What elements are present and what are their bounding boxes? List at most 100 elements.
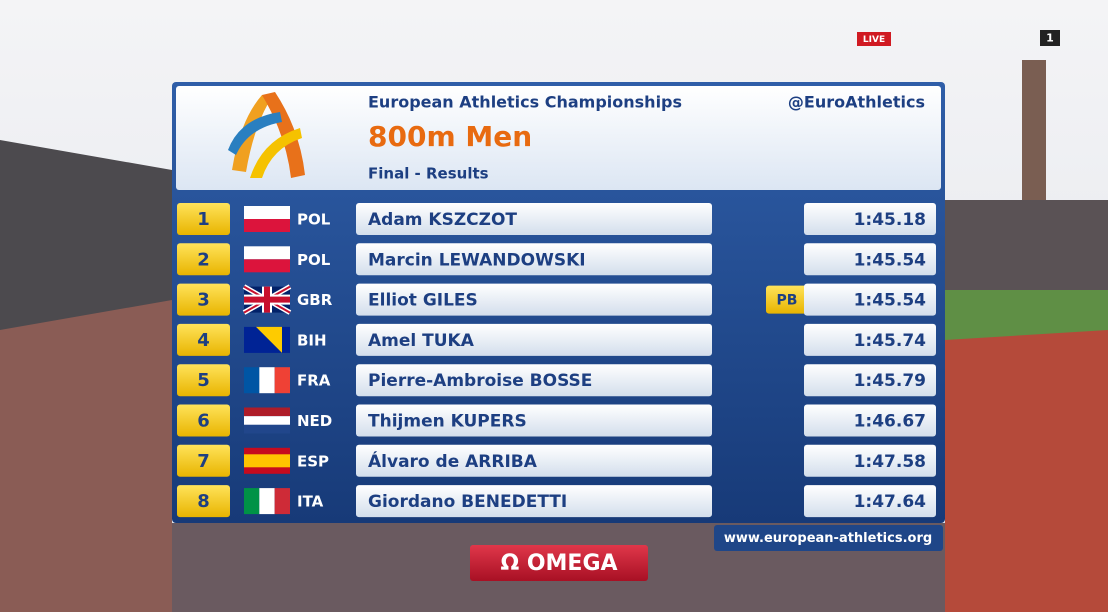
time-box (804, 323, 936, 356)
result-row: 4 BIH Amel TUKA 1:45.74 (177, 323, 936, 356)
website-box (714, 525, 943, 551)
rank: 3 (197, 290, 210, 311)
flag-stripe (274, 488, 290, 515)
channel-label: 1 (1046, 32, 1054, 45)
logo (228, 92, 305, 178)
race-title: 800m Men (368, 120, 532, 153)
country-code: FRA (297, 372, 331, 390)
country-code: ITA (297, 493, 324, 511)
rank-box (177, 485, 230, 518)
rank: 1 (197, 209, 210, 230)
flag-stripe (244, 488, 260, 515)
name-box (356, 444, 712, 477)
header-box (176, 86, 941, 190)
rank: 8 (197, 491, 210, 512)
rank-box (177, 243, 230, 276)
result-row: 6 NED Thijmen KUPERS 1:46.67 (177, 404, 936, 437)
race-subtitle: Final - Results (368, 165, 489, 183)
result-row: 1 POL Adam KSZCZOT 1:45.18 (177, 203, 936, 235)
flag-stripe (244, 246, 290, 260)
flag-triangle (256, 326, 282, 353)
name-box (356, 364, 712, 397)
event-name: European Athletics Championships (368, 93, 682, 112)
result-row: 2 POL Marcin LEWANDOWSKI 1:45.54 (177, 243, 936, 276)
time: 1:45.54 (854, 291, 927, 311)
name-box (356, 243, 712, 276)
athlete-name: Amel TUKA (368, 331, 475, 351)
result-row: 8 ITA Giordano BENEDETTI 1:47.64 (177, 485, 936, 518)
stands-right (945, 200, 1108, 290)
flag-stripe (244, 367, 260, 394)
athlete-name: Giordano BENEDETTI (368, 492, 567, 512)
sponsor: Ω OMEGA (500, 551, 617, 576)
sponsor-box (470, 545, 648, 581)
result-row: 3 GBR Elliot GILES PB 1:45.54 (177, 283, 936, 316)
athlete-name: Pierre-Ambroise BOSSE (368, 371, 592, 391)
athlete-name: Adam KSZCZOT (368, 210, 517, 230)
flag-stripe (244, 416, 290, 425)
flag-stripe (244, 407, 290, 417)
time: 1:47.64 (854, 492, 927, 512)
athlete-name: Elliot GILES (368, 291, 478, 311)
rank-box (177, 364, 230, 397)
time: 1:45.54 (854, 250, 927, 270)
time-box (804, 444, 936, 477)
rank-box (177, 323, 230, 356)
rank: 2 (197, 249, 210, 270)
name-box (356, 283, 712, 316)
flag-cross-red (244, 296, 290, 303)
athlete-name: Thijmen KUPERS (368, 412, 527, 432)
name-box (356, 404, 712, 437)
country-code: NED (297, 412, 332, 430)
flag-band (244, 454, 290, 468)
rank-box (177, 444, 230, 477)
flag-stripe (244, 206, 290, 219)
tower (1022, 60, 1046, 200)
time-box (804, 243, 936, 276)
name-box (356, 203, 712, 235)
flag-stripe (259, 488, 275, 515)
time: 1:46.67 (854, 412, 926, 432)
crowd-left (0, 300, 172, 612)
website: www.european-athletics.org (724, 531, 932, 546)
time-box (804, 203, 936, 235)
time: 1:47.58 (854, 452, 926, 472)
result-row: 5 FRA Pierre-Ambroise BOSSE 1:45.79 (177, 364, 936, 397)
name-box (356, 323, 712, 356)
athlete-name: Álvaro de ARRIBA (368, 450, 538, 472)
name-box (356, 485, 712, 518)
country-code: POL (297, 251, 331, 269)
time: 1:45.74 (854, 331, 927, 351)
result-row: 7 ESP Álvaro de ARRIBA 1:47.58 (177, 444, 936, 477)
channel-badge (1040, 30, 1060, 46)
note-badge (766, 285, 808, 314)
country-code: BIH (297, 331, 327, 349)
handle: @EuroAthletics (788, 93, 925, 112)
time: 1:45.18 (854, 210, 926, 230)
flag-stripe (244, 219, 290, 232)
athlete-name: Marcin LEWANDOWSKI (368, 250, 586, 270)
rank: 4 (197, 330, 210, 351)
live-label: LIVE (863, 35, 885, 45)
time-box (804, 404, 936, 437)
live-badge (857, 32, 891, 46)
rank-box (177, 404, 230, 437)
country-code: ESP (297, 452, 329, 470)
track (945, 330, 1108, 612)
country-code: POL (297, 211, 331, 229)
time-box (804, 485, 936, 518)
rank: 6 (197, 411, 210, 432)
flag-stripe (244, 424, 290, 434)
flag-stripe (274, 367, 290, 394)
rank: 7 (197, 451, 210, 472)
time-box (804, 283, 936, 316)
country-code: GBR (297, 291, 333, 309)
time-box (804, 364, 936, 397)
flag-stripe (244, 259, 290, 273)
time: 1:45.79 (854, 371, 926, 391)
note: PB (777, 293, 798, 309)
rank-box (177, 283, 230, 316)
rank: 5 (197, 370, 210, 391)
